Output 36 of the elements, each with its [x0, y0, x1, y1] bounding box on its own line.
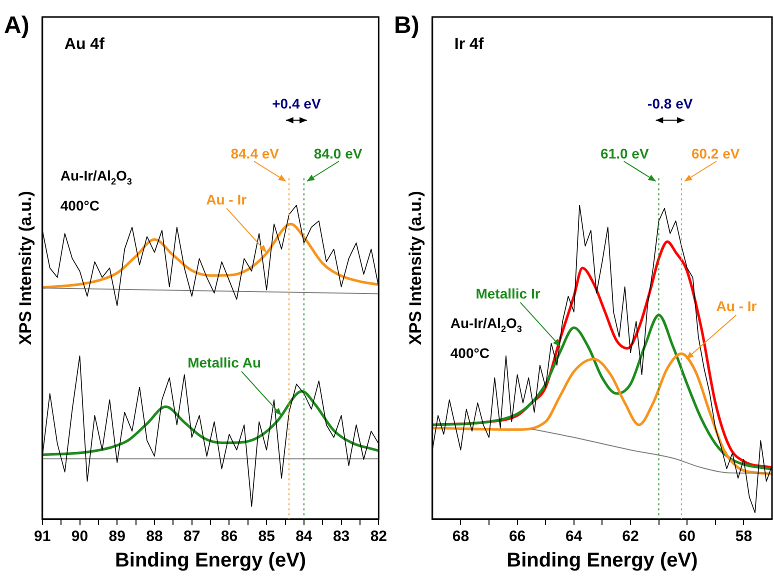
annotation: 400°C [60, 197, 100, 214]
ref-line-label: 84.4 eV [230, 145, 280, 162]
text: Au 4f [64, 36, 106, 53]
annotation: Metallic Au [188, 354, 262, 370]
x-axis-title: Binding Energy (eV) [506, 550, 698, 572]
x-tick-label: 91 [34, 528, 51, 546]
x-tick-label: 85 [258, 528, 275, 546]
ref-line-label: 84.0 eV [314, 145, 363, 162]
x-tick-label: 90 [71, 528, 88, 546]
text: A) [4, 12, 30, 39]
x-tick-label: 88 [146, 528, 163, 546]
x-tick-label: 64 [566, 528, 583, 546]
x-axis-title: Binding Energy (eV) [114, 550, 306, 572]
x-tick-label: 66 [508, 528, 526, 546]
x-tick-label: 58 [735, 528, 752, 546]
text: B) [394, 12, 420, 39]
text: Ir 4f [454, 36, 484, 53]
x-tick-label: 84 [296, 528, 313, 546]
x-tick-label: 89 [108, 528, 126, 546]
x-tick-label: 86 [220, 528, 238, 546]
text: -0.8 eV [648, 95, 694, 112]
y-axis-title: XPS Intensity (a.u.) [16, 191, 35, 345]
annotation: 400°C [450, 344, 490, 361]
x-tick-label: 87 [184, 528, 200, 546]
text: +0.4 eV [272, 95, 322, 112]
y-axis-title: XPS Intensity (a.u.) [406, 191, 425, 345]
annotation: Au - Ir [206, 191, 248, 208]
x-tick-label: 62 [622, 528, 639, 546]
x-tick-label: 83 [332, 528, 350, 546]
ref-line-label: 60.2 eV [691, 145, 740, 162]
x-tick-label: 60 [678, 528, 696, 546]
annotation: Metallic Ir [476, 285, 541, 302]
x-tick-label: 68 [452, 528, 470, 546]
ref-line-label: 61.0 eV [600, 145, 650, 162]
annotation: Au - Ir [716, 298, 758, 314]
x-tick-label: 82 [370, 528, 387, 546]
